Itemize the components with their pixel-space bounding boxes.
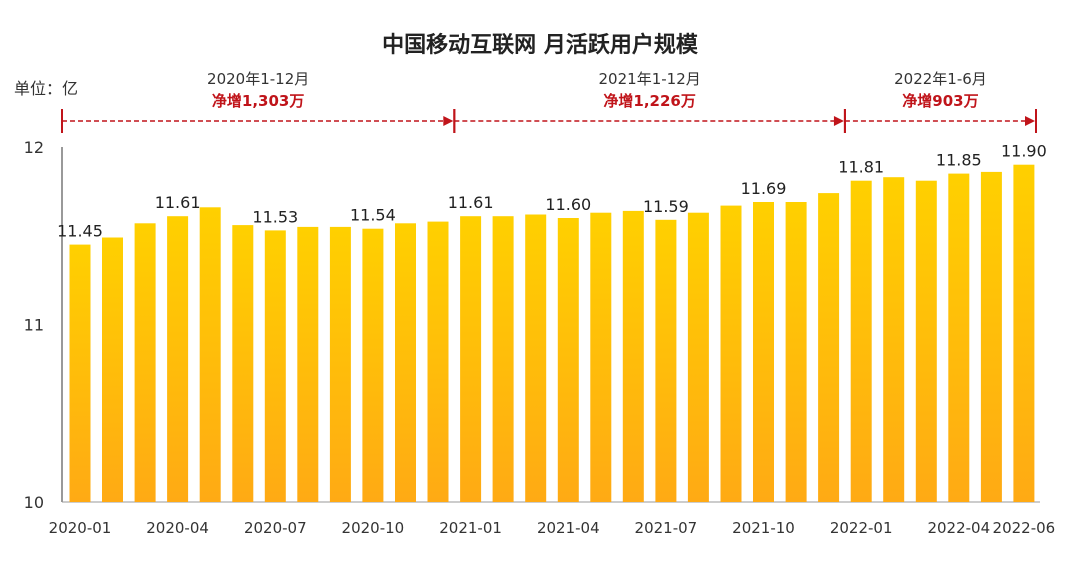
data-label: 11.85 [936, 151, 982, 170]
annotation-increase: 净增1,303万 [212, 92, 304, 110]
bar-2020-09 [329, 226, 351, 502]
x-tick-label: 2021-07 [635, 519, 698, 537]
bar-2022-06 [1013, 164, 1035, 502]
x-axis-labels: 2020-01 2020-04 2020-07 2020-10 2021-01 2021-… [49, 519, 1056, 537]
data-label: 11.69 [741, 179, 787, 198]
annotation-increase: 净增1,226万 [603, 92, 695, 110]
bar-2020-03 [134, 223, 156, 503]
bar-2021-03 [525, 214, 547, 502]
y-axis: 10 11 12 [24, 138, 1040, 512]
data-label: 11.45 [57, 222, 103, 241]
x-tick-label: 2020-01 [49, 519, 112, 537]
bar-2021-09 [720, 205, 742, 502]
bar-2021-08 [687, 212, 709, 502]
x-tick-label: 2020-04 [146, 519, 209, 537]
x-tick-label: 2022-06 [993, 519, 1056, 537]
data-label: 11.81 [838, 158, 884, 177]
data-label: 11.61 [155, 193, 201, 212]
y-tick-label: 12 [24, 138, 44, 157]
bar-2020-01 [69, 244, 91, 502]
data-label: 11.59 [643, 197, 689, 216]
bar-2021-12 [818, 193, 840, 502]
bar-2020-06 [232, 225, 254, 502]
unit-label: 单位：亿 [14, 79, 78, 98]
x-tick-label: 2021-04 [537, 519, 600, 537]
bar-2020-04 [167, 216, 189, 502]
x-tick-label: 2021-01 [439, 519, 502, 537]
x-tick-label: 2022-01 [830, 519, 893, 537]
bar-2020-11 [395, 223, 416, 503]
annotation-arrowhead [1025, 116, 1035, 126]
bar-2020-08 [297, 226, 319, 502]
data-label: 11.53 [252, 207, 298, 226]
x-tick-label: 2022-04 [927, 519, 990, 537]
bar-2022-02 [883, 177, 905, 502]
bar-2022-01 [850, 180, 872, 502]
data-labels: 11.45 11.61 11.53 11.54 11.61 11.60 11.59 11.69… [57, 142, 1047, 241]
data-label: 11.90 [1001, 142, 1047, 161]
bar-2020-07 [264, 230, 286, 502]
annotation-period: 2022年1-6月 [894, 70, 987, 88]
data-label: 11.61 [448, 193, 494, 212]
annotation-increase: 净增903万 [902, 92, 978, 110]
x-tick-label: 2020-10 [342, 519, 405, 537]
annotation-arrowhead [443, 116, 454, 126]
bar-2021-10 [753, 202, 774, 502]
data-label: 11.54 [350, 206, 396, 225]
x-tick-label: 2021-10 [732, 519, 795, 537]
annotation-arrowhead [833, 116, 844, 126]
bar-2022-05 [980, 171, 1002, 502]
bar-2021-11 [785, 202, 807, 502]
chart-title: 中国移动互联网 月活跃用户规模 [382, 32, 699, 58]
bars [69, 164, 1035, 503]
y-tick-label: 10 [24, 493, 44, 512]
bar-2020-05 [199, 207, 221, 503]
bar-2020-10 [362, 228, 384, 502]
bar-2022-03 [915, 180, 937, 502]
bar-2022-04 [948, 173, 970, 502]
bar-2021-06 [622, 210, 644, 502]
annotation-period: 2021年1-12月 [599, 70, 701, 88]
bar-2021-04 [557, 218, 579, 502]
bar-2021-01 [460, 216, 482, 502]
bar-2021-02 [492, 216, 514, 502]
bar-2020-02 [102, 237, 123, 502]
y-tick-label: 11 [24, 316, 44, 335]
bar-2021-05 [590, 212, 612, 502]
x-tick-label: 2020-07 [244, 519, 307, 537]
data-label: 11.60 [545, 195, 591, 214]
bar-2021-07 [655, 219, 677, 503]
annotation-period: 2020年1-12月 [207, 70, 309, 88]
bar-2020-12 [427, 221, 449, 502]
